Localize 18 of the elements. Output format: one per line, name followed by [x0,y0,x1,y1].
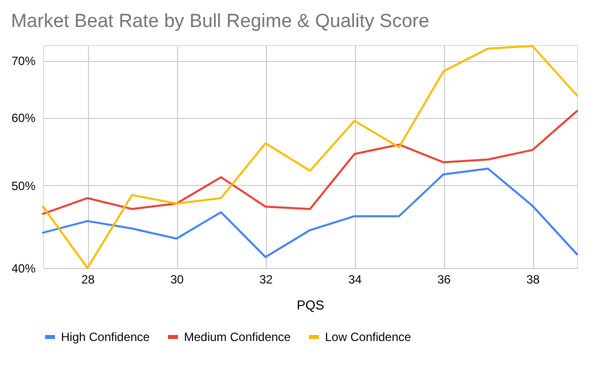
line-series [42,110,578,215]
line-series [42,168,578,258]
x-tick-label: 32 [259,272,273,286]
x-tick-label: 36 [437,272,451,286]
y-tick-label: 50% [11,178,36,193]
x-tick-label: 30 [170,272,184,286]
legend-label: Medium Confidence [184,330,292,344]
line-series [42,45,578,269]
legend-label: Low Confidence [325,330,412,344]
y-tick-label: 70% [11,54,36,68]
y-tick-label: 40% [11,262,36,276]
chart-title: Market Beat Rate by Bull Regime & Quality Score [10,11,430,32]
x-axis-title: PQS [296,298,325,312]
x-tick-label: 34 [348,272,362,286]
x-tick-label: 28 [81,272,95,286]
legend-label: High Confidence [61,330,150,344]
x-tick-label: 38 [526,272,540,286]
y-tick-label: 60% [11,111,36,126]
